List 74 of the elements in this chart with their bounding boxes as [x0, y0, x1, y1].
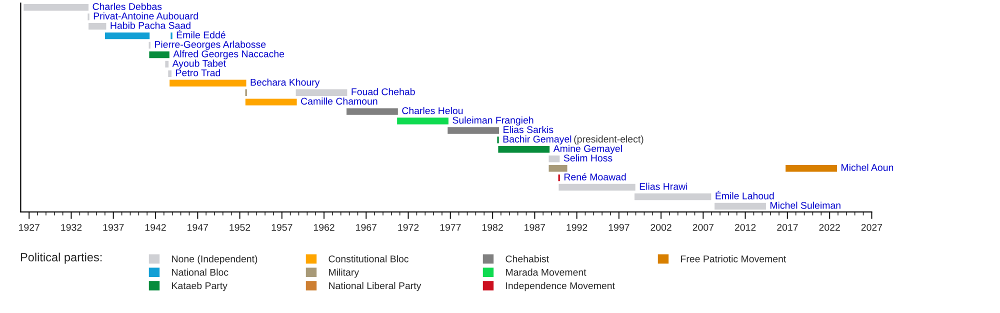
y-tick-label: Charles Helou	[402, 107, 463, 114]
legend-label: National Bloc	[172, 268, 228, 276]
x-tick-label: 1972	[398, 224, 419, 231]
bar	[786, 164, 837, 172]
x-tick-label: 2007	[692, 224, 714, 231]
y-tick-label: Émile Eddé	[176, 30, 226, 38]
legend-label: Military	[329, 268, 360, 278]
x-tick-label: 2027	[861, 224, 882, 231]
y-tick-label: Elias Sarkis	[504, 126, 554, 134]
legend-label: Free Patriotic Movement	[681, 255, 786, 262]
x-tick-label: 1957	[272, 224, 292, 231]
bar	[149, 51, 170, 58]
bar	[558, 184, 636, 191]
bar	[397, 118, 448, 124]
y-tick-label: Émile Lahoud	[716, 190, 774, 200]
y-tick-label: Selim Hoss	[564, 154, 612, 162]
y-tick-label: Charles Debbas	[92, 2, 162, 10]
y-tick-label: Suleiman Frangieh	[452, 116, 534, 126]
y-tick-label: Bachir Gemayel	[503, 135, 572, 144]
x-tick-label: 1977	[440, 224, 461, 231]
legend-label: Kataeb Party	[172, 282, 228, 292]
legend-label: Marada Movement	[506, 268, 586, 276]
y-tick-label: Michel Suleiman	[770, 202, 840, 209]
bar	[296, 89, 348, 96]
x-tick-label: 2012	[734, 224, 756, 231]
legend-label: Constitutional Bloc	[328, 255, 409, 262]
bar	[498, 146, 550, 153]
bar	[24, 4, 89, 11]
bar	[88, 22, 106, 30]
x-tick-label: 2017	[777, 224, 798, 231]
y-tick-label: Alfred Georges Naccache	[173, 50, 284, 60]
y-tick-label: Amine Gemayel	[553, 144, 622, 154]
legend-label: None (Independent)	[172, 255, 258, 264]
x-tick-label: 1987	[524, 224, 545, 231]
x-tick-label: 1952	[230, 224, 250, 231]
x-tick-label: 1992	[566, 224, 588, 231]
y-tick-label: Pierre-Georges Arlabosse	[155, 40, 266, 50]
bar	[448, 127, 500, 134]
y-tick-label: Camille Chamoun	[301, 98, 378, 105]
y-tick-label: Bechara Khoury	[250, 78, 320, 88]
bar	[168, 70, 172, 78]
bar	[170, 80, 246, 86]
bar	[165, 60, 169, 68]
x-tick-label: 1947	[188, 224, 208, 231]
x-tick-label: 1937	[103, 224, 124, 231]
y-tick-label: Petro Trad	[176, 69, 220, 76]
y-tick-label: Privat-Antoine Aubouard	[94, 12, 198, 20]
y-tick-label: Fouad Chehab	[352, 88, 415, 96]
legend-title: Political parties:	[20, 252, 102, 264]
x-tick-label: 1962	[314, 224, 334, 231]
legend-label: Chehabist	[506, 255, 549, 262]
legend-label: National Liberal Party	[329, 282, 422, 292]
bar	[634, 193, 712, 200]
x-tick-label: 2002	[650, 224, 672, 231]
bar	[548, 156, 560, 162]
bar	[104, 32, 150, 40]
x-tick-label: 1997	[608, 224, 630, 231]
x-tick-label: 2022	[819, 224, 840, 231]
y-tick-label: Habib Pacha Saad	[110, 22, 190, 29]
x-tick-label: 1942	[145, 224, 166, 231]
y-tick-label: Michel Aoun	[842, 164, 894, 171]
x-tick-label: 1982	[482, 224, 503, 231]
bar	[245, 98, 297, 106]
x-tick-label: 1927	[19, 224, 40, 231]
legend-label: Independence Movement	[506, 282, 615, 292]
annotation: (president-elect)	[574, 135, 644, 144]
bar	[548, 164, 568, 172]
y-tick-label: René Moawad	[564, 173, 626, 180]
x-tick-label: 1967	[356, 224, 376, 231]
bar	[714, 202, 766, 210]
bar	[346, 108, 398, 115]
y-tick-label: Elias Hrawi	[640, 182, 688, 190]
x-tick-label: 1932	[61, 224, 82, 231]
y-tick-label: Ayoub Tabet	[172, 60, 226, 69]
